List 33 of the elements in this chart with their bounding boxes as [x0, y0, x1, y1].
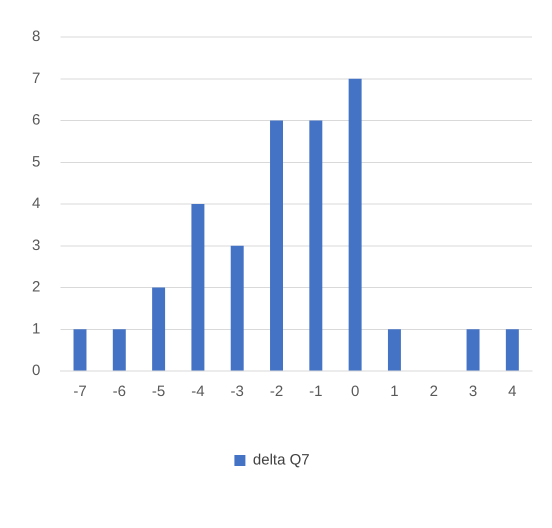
bar	[74, 329, 86, 370]
y-tick-label: 5	[32, 153, 40, 170]
bar	[388, 329, 401, 370]
x-tick-label: -6	[112, 383, 126, 400]
bar	[466, 329, 480, 370]
y-tick-label: 2	[32, 278, 40, 296]
bar	[230, 246, 244, 370]
x-tick-label: -3	[230, 383, 244, 400]
x-tick-label: 3	[468, 383, 478, 400]
bar	[348, 78, 362, 370]
y-tick-label: 4	[32, 195, 40, 212]
bar	[506, 329, 519, 370]
x-tick-label: 2	[430, 383, 438, 400]
y-tick-label: 1	[32, 320, 40, 338]
bar	[191, 204, 204, 370]
x-tick-label: -1	[309, 383, 322, 400]
x-tick-label: 1	[390, 383, 399, 400]
x-tick-label: -4	[191, 383, 205, 400]
y-tick-label: 7	[32, 70, 40, 87]
y-tick-label: 8	[32, 28, 40, 46]
x-tick-label: 0	[350, 383, 360, 400]
y-tick-label: 3	[32, 236, 40, 254]
y-tick-label: 0	[32, 362, 40, 380]
legend-label: delta Q7	[252, 452, 310, 469]
bar	[152, 288, 166, 370]
x-tick-label: -5	[152, 383, 166, 400]
x-tick-label: -2	[270, 383, 284, 400]
bar	[309, 120, 322, 370]
bar	[270, 120, 284, 370]
bar	[112, 329, 126, 370]
x-tick-label: 4	[508, 383, 517, 400]
y-tick-label: 6	[32, 112, 40, 129]
x-tick-label: -7	[73, 383, 87, 400]
